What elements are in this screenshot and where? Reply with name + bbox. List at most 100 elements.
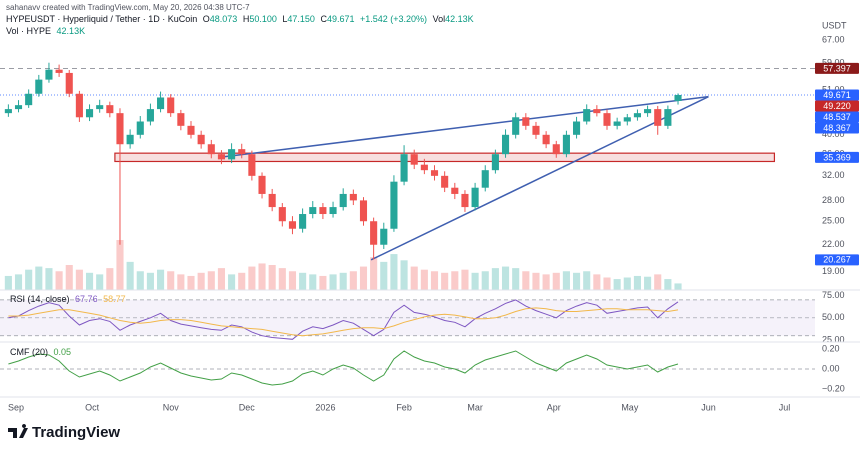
volume-bar [633,275,641,290]
volume-bar [359,266,368,290]
x-tick-label: Jun [701,402,716,412]
candle-body [217,154,225,160]
candle-body [359,200,368,222]
volume-bar [562,271,570,290]
volume-bar [491,268,499,290]
volume-bar [309,274,317,290]
zone [114,152,776,163]
rsi-legend: RSI (14, close) 67.76 58.77 [10,294,126,304]
x-tick-label: Jul [779,402,791,412]
candle-body [4,109,12,114]
y-tick-label: −0.20 [822,383,845,393]
volume-bar [136,271,144,290]
volume-bar [217,268,225,290]
candle-body [339,193,347,208]
volume-bar [349,271,357,290]
price-label-box [815,62,859,74]
candle-body [674,94,682,101]
candle-body [187,125,195,135]
cmf-title: CMF (20) [10,347,48,357]
author-note: sahanavv created with TradingView.com, M… [6,3,250,12]
volume-bar [370,257,378,290]
volume-bar [228,274,236,290]
volume-bar [329,274,337,290]
rsi-ma-line [8,307,679,337]
price-label-box [815,254,859,266]
candle-body [370,221,378,245]
y-tick-label: 25.00 [822,216,845,226]
volume-bar [613,279,621,290]
y-tick-label: 22.00 [822,239,845,249]
price-label: 57.397 [823,63,851,73]
volume-bar [299,272,307,290]
candle-body [441,175,449,188]
candle-body [603,113,611,126]
ohlc-value: 47.150 [287,14,315,24]
y-tick-label: 50.00 [822,312,845,322]
symbol: HYPEUSDT · Hyperliquid / Tether · 1D · K… [6,14,197,24]
price-label-box [815,122,859,134]
y-tick-label: 28.00 [822,195,845,205]
volume-bar [126,261,134,290]
volume-bar [288,271,297,290]
candle-body [157,97,165,110]
price-label-box [815,111,859,123]
rsi-title: RSI (14, close) [10,294,70,304]
volume-bar [400,260,408,290]
candle-body [562,134,570,155]
rsi-value: 67.76 [75,294,98,304]
volume-bar [268,265,276,290]
ohlc-label: L [282,14,287,24]
candle-body [501,134,510,155]
volume-bar [552,272,560,290]
volume-bar [471,272,479,290]
vol-label: Vol [433,14,446,24]
candle-body [390,181,398,229]
x-tick-label: 2026 [315,402,335,412]
change: +1.542 (+3.20%) [360,14,427,24]
volume-value: 42.13K [57,26,86,36]
volume-bar [603,277,611,290]
candle-body [248,154,256,176]
logo: TradingView [8,424,120,441]
candle-body [623,117,631,122]
volume-bar [380,261,388,290]
volume-bar [512,268,520,290]
volume-bar [522,271,530,290]
candle-body [410,154,418,165]
volume-bar [258,263,266,290]
x-tick-label: Apr [547,402,561,412]
candle-body [573,121,581,135]
volume-bar [583,271,591,290]
ohlc-label: H [243,14,250,24]
candle-body [552,144,560,155]
candle-body [207,144,215,155]
price-label-box [815,151,859,163]
price-label-box [815,89,859,101]
candle-body [522,117,530,126]
candle-body [45,69,53,80]
volume-bar [644,276,652,290]
candle-body [451,187,459,194]
volume-title: Vol · HYPE [6,26,51,36]
volume-bar [106,268,114,290]
volume-bar [35,266,43,290]
candle-body [593,109,601,114]
candle-body [96,105,104,110]
candle-body [491,154,499,171]
y-tick-label: 25.00 [822,335,845,345]
candle-body [400,154,408,182]
candle-body [613,121,621,126]
price-label: 49.220 [823,101,851,111]
vol-value: 42.13K [445,14,474,24]
volume-bar [501,266,510,290]
volume-bar [319,275,327,290]
volume-bar [96,274,104,290]
candle-body [583,109,591,122]
candle-body [75,93,83,118]
x-tick-label: May [621,402,639,412]
y-tick-label: 0.00 [822,363,840,373]
candle-body [420,164,428,171]
candle-body [258,175,266,194]
